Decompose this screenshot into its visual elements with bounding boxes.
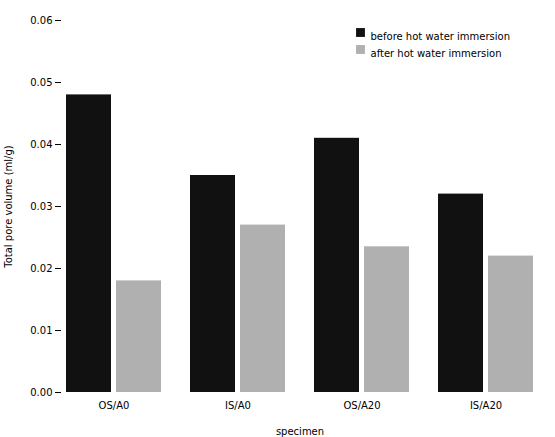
svg-text:Total pore volume (ml/g): Total pore volume (ml/g) — [3, 145, 14, 269]
svg-text:IS/A20: IS/A20 — [470, 400, 502, 411]
svg-text:after hot water immersion: after hot water immersion — [371, 48, 502, 59]
svg-text:0.01: 0.01 — [30, 325, 52, 336]
svg-text:OS/A20: OS/A20 — [343, 400, 380, 411]
svg-text:0.06: 0.06 — [30, 15, 52, 26]
svg-text:0.04: 0.04 — [30, 139, 52, 150]
svg-text:IS/A0: IS/A0 — [225, 400, 251, 411]
svg-text:OS/A0: OS/A0 — [99, 400, 130, 411]
svg-text:specimen: specimen — [276, 426, 324, 437]
svg-text:before hot water immersion: before hot water immersion — [371, 31, 511, 42]
svg-text:0.00: 0.00 — [30, 387, 52, 398]
svg-text:0.03: 0.03 — [30, 201, 52, 212]
svg-text:0.05: 0.05 — [30, 77, 52, 88]
svg-text:0.02: 0.02 — [30, 263, 52, 274]
